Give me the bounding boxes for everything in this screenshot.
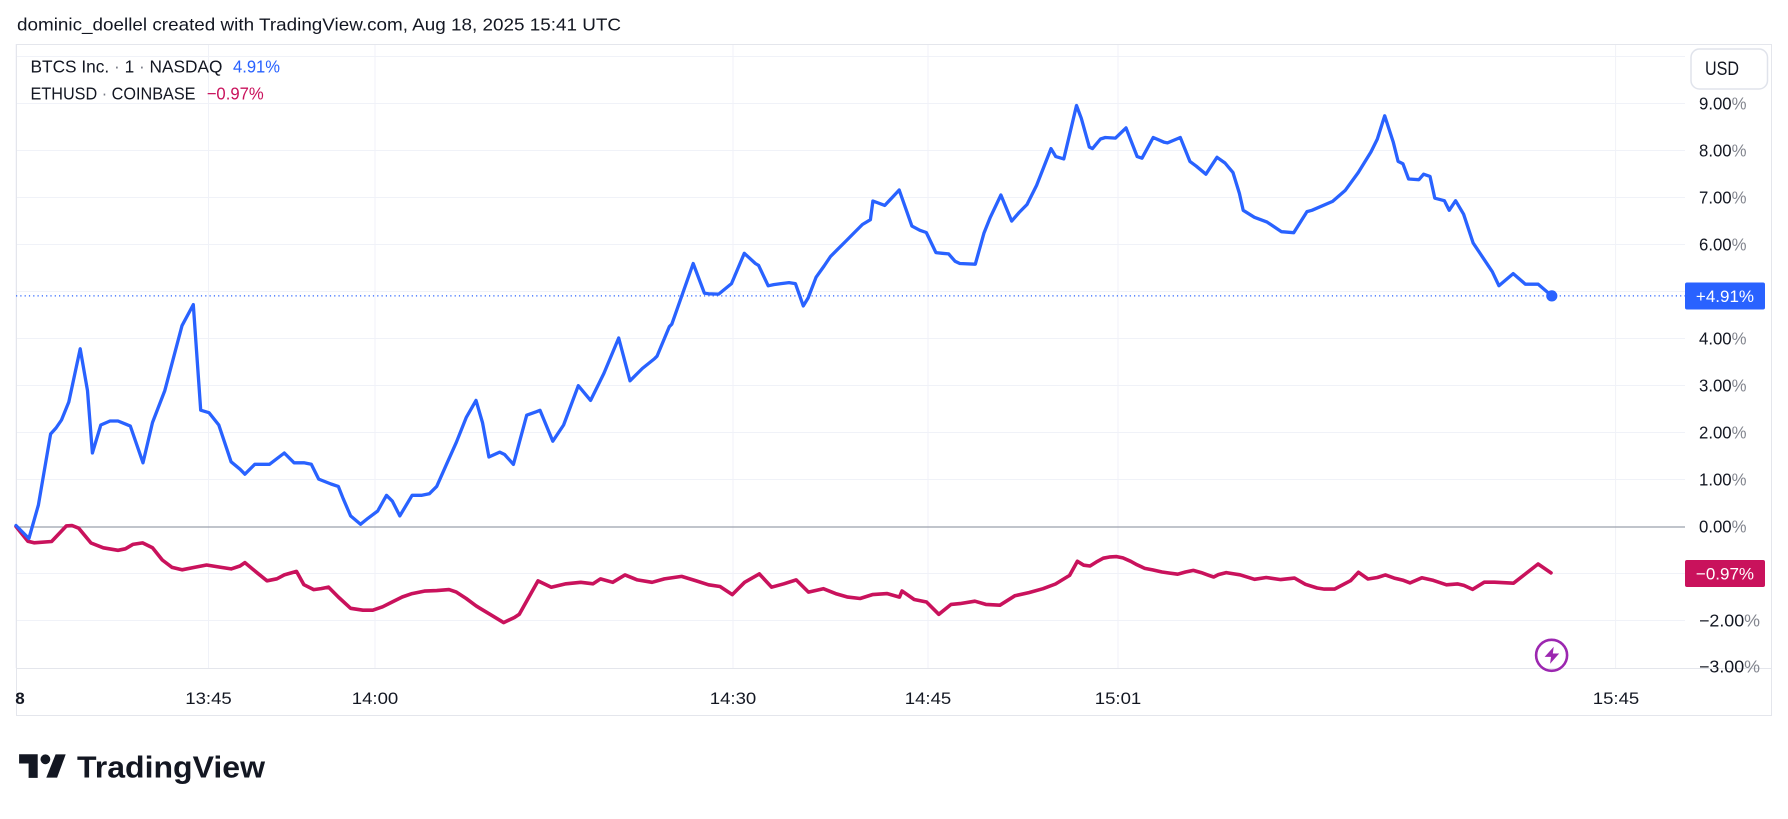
svg-text:6.00%: 6.00%: [1699, 235, 1747, 255]
svg-text:−0.97%: −0.97%: [1696, 565, 1754, 584]
svg-text:7.00%: 7.00%: [1699, 188, 1747, 208]
svg-text:14:00: 14:00: [352, 689, 399, 708]
svg-text:15:45: 15:45: [1593, 689, 1640, 708]
svg-text:15:01: 15:01: [1095, 689, 1142, 708]
svg-text:1.00%: 1.00%: [1699, 470, 1747, 490]
svg-text:4.91%: 4.91%: [233, 57, 280, 77]
svg-text:USD: USD: [1705, 58, 1739, 80]
svg-text:dominic_doellel created with T: dominic_doellel created with TradingView…: [17, 15, 621, 36]
svg-text:2.00%: 2.00%: [1699, 423, 1747, 443]
svg-text:14:45: 14:45: [905, 689, 952, 708]
svg-text:8: 8: [15, 689, 24, 708]
svg-text:−0.97%: −0.97%: [207, 83, 264, 103]
svg-text:−3.00%: −3.00%: [1699, 657, 1760, 677]
svg-text:9.00%: 9.00%: [1699, 94, 1747, 114]
svg-text:0.00%: 0.00%: [1699, 517, 1747, 537]
svg-text:4.00%: 4.00%: [1699, 329, 1747, 349]
svg-text:ETHUSD · COINBASE: ETHUSD · COINBASE: [31, 83, 196, 103]
svg-text:3.00%: 3.00%: [1699, 376, 1747, 396]
svg-text:14:30: 14:30: [710, 689, 757, 708]
svg-text:−2.00%: −2.00%: [1699, 611, 1760, 631]
svg-text:13:45: 13:45: [185, 689, 232, 708]
svg-text:BTCS Inc. · 1 · NASDAQ: BTCS Inc. · 1 · NASDAQ: [31, 57, 223, 77]
svg-text:TradingView: TradingView: [77, 750, 266, 785]
svg-text:+4.91%: +4.91%: [1696, 287, 1754, 306]
svg-text:8.00%: 8.00%: [1699, 141, 1747, 161]
